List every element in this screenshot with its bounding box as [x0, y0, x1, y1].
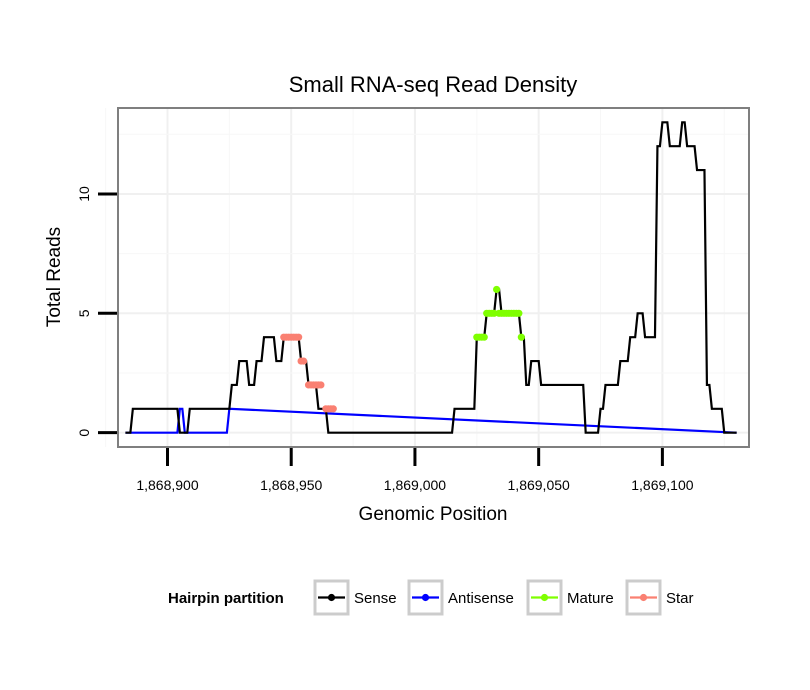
x-tick-label: 1,869,000 [384, 477, 446, 493]
point-mature [480, 333, 488, 341]
legend-title: Hairpin partition [168, 590, 284, 607]
x-tick-label: 1,869,050 [508, 477, 570, 493]
point-star [295, 333, 303, 341]
legend-label-antisense: Antisense [448, 590, 514, 607]
panel-background [118, 108, 749, 447]
point-mature [493, 285, 501, 294]
legend-key-point [421, 593, 430, 602]
chart-title: Small RNA-seq Read Density [289, 72, 578, 97]
legend-label-star: Star [666, 590, 694, 607]
x-axis-title: Genomic Position [359, 504, 508, 525]
legend-key-point [639, 593, 648, 602]
point-star [299, 357, 308, 365]
legend-key-point [327, 593, 336, 602]
y-axis-title: Total Reads [44, 227, 65, 327]
plot-panel [105, 107, 750, 448]
legend: Hairpin partition Sense Antisense Mature St… [168, 579, 694, 616]
panel-border [117, 107, 750, 448]
point-mature [515, 309, 523, 317]
point-star [329, 405, 337, 413]
legend-label-sense: Sense [354, 590, 397, 607]
legend-label-mature: Mature [567, 590, 614, 607]
point-star [317, 381, 325, 389]
series-points [280, 285, 525, 413]
gridlines [105, 108, 749, 447]
y-axis: 0 5 10 [76, 186, 117, 437]
y-tick-label: 10 [76, 186, 92, 202]
y-tick-label: 0 [76, 429, 92, 437]
point-mature [517, 333, 525, 341]
series-line-antisense [125, 407, 737, 434]
x-tick-label: 1,868,900 [136, 477, 198, 493]
y-tick-label: 5 [76, 309, 92, 317]
x-tick-label: 1,868,950 [260, 477, 322, 493]
x-axis: 1,868,900 1,868,950 1,869,000 1,869,050 1,86… [136, 448, 694, 493]
legend-key-point [540, 593, 549, 602]
x-tick-label: 1,869,100 [631, 477, 693, 493]
point-mature [490, 309, 498, 317]
